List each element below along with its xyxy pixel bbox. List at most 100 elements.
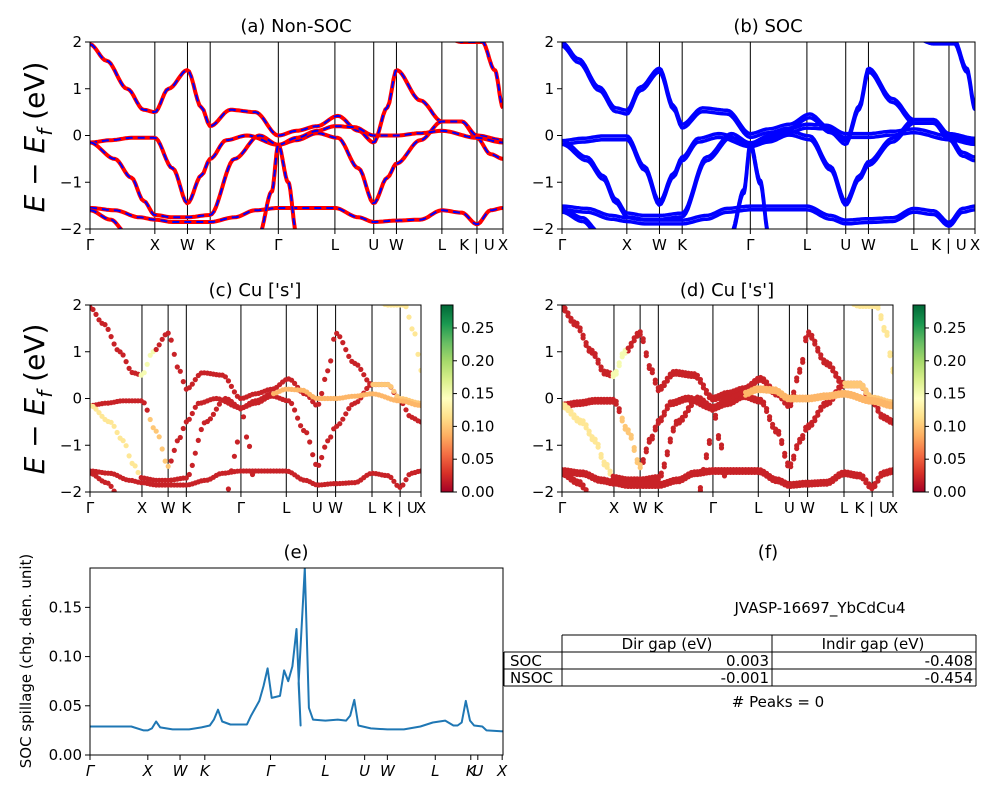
projection-point [189, 410, 195, 417]
projection-point [788, 461, 794, 467]
projection-point [803, 335, 809, 341]
projection-point [875, 305, 881, 308]
x-tick-label: U [472, 762, 483, 780]
projection-point [598, 364, 604, 370]
y-tick-label: −1 [60, 436, 82, 454]
projection-point [577, 325, 583, 331]
projection-point [210, 411, 216, 417]
projection-point [637, 462, 643, 468]
projection-point [890, 417, 893, 424]
projection-point [316, 401, 322, 407]
projection-point [791, 389, 797, 395]
projection-point [661, 380, 667, 386]
projection-point [616, 360, 622, 366]
projection-point [833, 370, 839, 376]
projection-point [195, 437, 201, 443]
projection-point [860, 473, 866, 479]
projection-point [613, 398, 619, 404]
projection-point [679, 414, 686, 420]
projection-point [141, 400, 147, 406]
projection-point [809, 332, 815, 338]
panel-f-gap-table: (f) JVASP-16697_YbCdCu4 Dir gap (eV) Ind… [503, 542, 977, 711]
band-line-blue [562, 210, 594, 229]
projection-point [587, 494, 592, 499]
x-tick-label: K | U [854, 499, 889, 517]
y-tick-label: 2 [544, 296, 554, 314]
projection-point [827, 361, 833, 367]
band-line-red [90, 208, 124, 229]
projection-point [246, 443, 253, 449]
projection-point [812, 338, 818, 344]
projection-point [231, 453, 237, 459]
projection-point [316, 462, 322, 468]
projection-point [667, 436, 673, 442]
y-tick-label: −1 [60, 173, 82, 191]
projection-point [625, 427, 631, 433]
projection-point [712, 412, 719, 418]
projection-point [616, 406, 622, 412]
projection-point [583, 340, 589, 346]
projection-point [767, 414, 773, 420]
projection-point [604, 461, 610, 468]
x-tick-label: U [368, 236, 379, 254]
ylabel-unit: (eV) [18, 324, 51, 391]
projection-point [355, 362, 361, 368]
x-tick-label: K [466, 762, 477, 780]
x-tick-label: X [888, 499, 898, 517]
y-tick-label: 0 [544, 127, 554, 145]
peaks-count: # Peaks = 0 [732, 693, 824, 711]
axes-frame [89, 41, 504, 230]
projection-point [168, 337, 174, 343]
colorbar-tick-label: 0.25 [461, 319, 494, 337]
projection-point [111, 423, 117, 429]
band-line-red [453, 42, 503, 110]
x-tick-label: K [653, 499, 664, 517]
band-line-red [259, 142, 297, 229]
x-tick-label: W [328, 499, 343, 517]
projection-point [213, 406, 219, 412]
projection-point [153, 346, 159, 353]
y-tick-label: 0 [72, 127, 82, 145]
projection-point [174, 438, 180, 444]
projection-point [649, 367, 655, 373]
projection-point [776, 428, 782, 434]
projection-point [180, 425, 186, 432]
x-tick-label: W [173, 762, 189, 780]
projection-point [159, 446, 165, 452]
projection-point [165, 463, 171, 469]
row-label-soc: SOC [510, 652, 542, 670]
x-tick-label: K | U [382, 499, 417, 517]
panel-f-title: (f) [758, 542, 778, 563]
projection-point [156, 434, 162, 440]
y-tick-label: −1 [532, 436, 554, 454]
x-tick-label: X [609, 499, 619, 517]
projection-point [890, 401, 893, 407]
x-tick-label: K [205, 236, 216, 254]
projection-point [845, 296, 850, 301]
projection-point [568, 315, 574, 321]
projection-point [652, 377, 658, 383]
projection-point [322, 444, 328, 450]
band-lines [90, 42, 503, 229]
projection-point [715, 433, 722, 439]
projection-point [887, 350, 893, 356]
projection-point [697, 376, 704, 383]
projection-point [658, 470, 664, 476]
projection-point [875, 475, 881, 481]
projection-point [800, 356, 806, 363]
projection-point [631, 445, 637, 451]
projection-point [310, 399, 316, 405]
panel-e-ylabel: SOC spillage (chg. den. unit) [17, 554, 35, 769]
projection-point [168, 458, 174, 464]
x-tick-label: L [840, 499, 849, 517]
projection-point [565, 405, 571, 411]
projection-point [595, 441, 601, 447]
projection-point [358, 366, 364, 372]
projection-point [703, 452, 710, 458]
x-tick-label: W [861, 236, 876, 254]
panel-e-title: (e) [283, 542, 308, 563]
projection-point [228, 383, 234, 389]
projection-point [794, 443, 800, 449]
